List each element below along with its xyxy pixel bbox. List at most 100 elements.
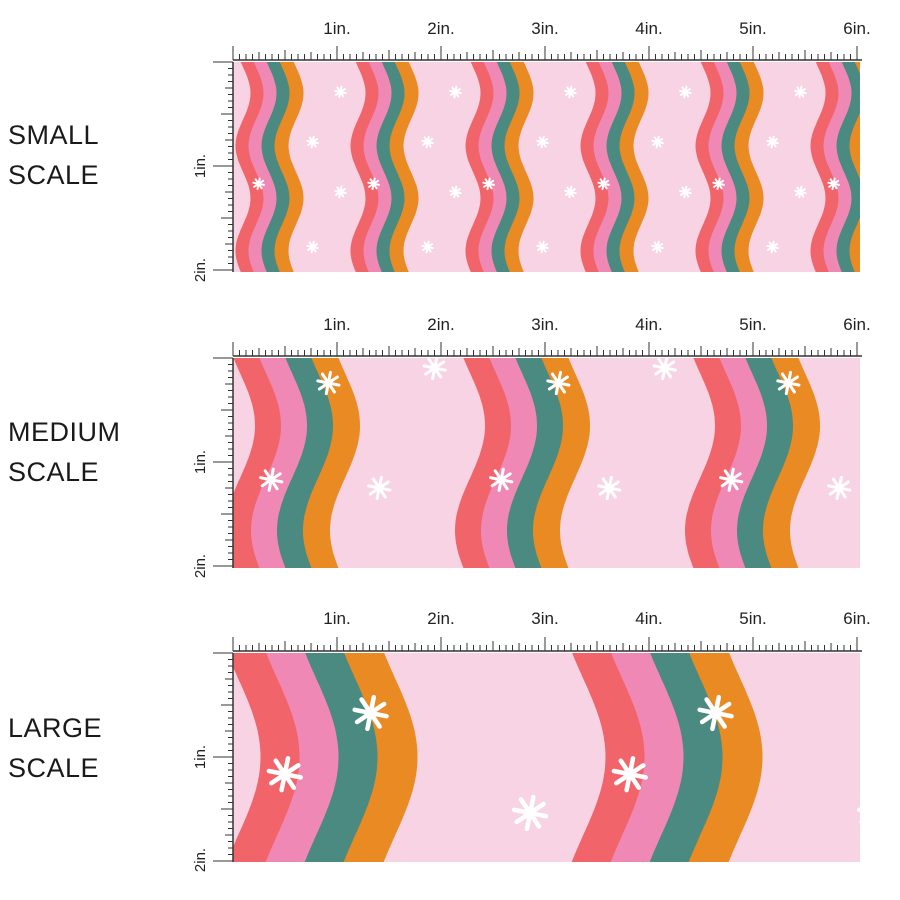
coral-stripe — [571, 653, 646, 862]
teal-stripe — [606, 62, 636, 272]
scale-label-small: SMALL SCALE — [8, 115, 99, 195]
ruler-vertical-label: 1in. — [192, 450, 209, 474]
rainbow-wave-group — [233, 358, 360, 568]
orange-stripe — [688, 653, 763, 862]
sparkle-star-icon — [712, 177, 725, 191]
sparkle-star-icon — [766, 240, 779, 254]
orange-stripe — [274, 62, 304, 272]
rainbow-wave-group — [455, 358, 590, 568]
pink-stripe — [248, 62, 278, 272]
ruler-vertical-label: 1in. — [192, 154, 209, 178]
ruler-tick-label: 2in. — [427, 609, 454, 628]
small-scale-section: SMALL SCALE 1in. 2in. 3in. 4in. 5in. 6in. 1in.… — [0, 0, 900, 300]
sparkle-star-icon — [536, 240, 549, 254]
ruler: 1in. 2in. 3in. 4in. 5in. 6in. 1in. 2in. — [192, 315, 871, 578]
rainbow-wave-group — [580, 62, 649, 272]
teal-stripe — [737, 358, 794, 568]
coral-stripe — [350, 62, 380, 272]
pink-stripe — [711, 358, 768, 568]
scale-label-large-line2: SCALE — [8, 753, 100, 783]
sparkle-star-icon — [482, 177, 495, 191]
sparkle-star-icon — [827, 177, 840, 191]
pink-stripe — [823, 62, 853, 272]
sparkle-star-icon — [827, 475, 852, 501]
ruler-tick-label: 3in. — [531, 315, 558, 334]
rainbow-wave-group — [685, 358, 820, 568]
sparkle-star-icon — [536, 135, 549, 149]
sparkle-star-icon — [421, 135, 434, 149]
sparkle-star-icon — [266, 756, 303, 793]
sparkle-star-icon — [422, 358, 447, 381]
coral-stripe — [685, 358, 742, 568]
teal-stripe — [649, 653, 724, 862]
rainbow-wave-group — [571, 653, 763, 862]
scale-label-medium-line2: SCALE — [8, 457, 100, 487]
pink-stripe — [251, 358, 308, 568]
ruler-tick-label: 3in. — [531, 609, 558, 628]
ruler: 1in. 2in. 3in. 4in. 5in. 6in. 1in. 2in. — [192, 19, 871, 282]
rainbow-wave-group — [695, 62, 764, 272]
medium-scale-section: MEDIUM SCALE 1in. 2in. 3in. 4in. 5in. 6in. 1in… — [8, 315, 871, 578]
orange-stripe — [343, 653, 418, 862]
pink-stripe — [265, 653, 340, 862]
scale-label-medium: MEDIUM SCALE — [8, 412, 121, 492]
sparkle-star-icon — [252, 177, 265, 191]
scale-label-medium-line1: MEDIUM — [8, 417, 121, 447]
ruler-tick-label: 6in. — [843, 609, 870, 628]
sparkle-star-icon — [766, 135, 779, 149]
pink-stripe — [478, 62, 508, 272]
orange-stripe — [849, 62, 860, 272]
sparkle-star-icon — [679, 85, 692, 99]
teal-stripe — [304, 653, 379, 862]
sparkle-star-icon — [546, 370, 571, 396]
sparkle-star-icon — [489, 467, 514, 492]
sparkle-star-icon — [651, 240, 664, 254]
coral-stripe — [695, 62, 725, 272]
ruler-tick-label: 5in. — [739, 315, 766, 334]
sparkle-star-icon — [367, 177, 380, 191]
teal-stripe — [507, 358, 564, 568]
scale-label-small-line2: SCALE — [8, 160, 100, 190]
rainbow-wave-group — [233, 653, 418, 862]
ruler-tick-label: 4in. — [635, 315, 662, 334]
sparkle-star-icon — [334, 85, 347, 99]
teal-stripe — [836, 62, 860, 272]
ruler-vertical-label: 2in. — [192, 258, 209, 282]
sparkle-star-icon — [306, 135, 319, 149]
sparkle-star-icon — [794, 185, 807, 199]
orange-stripe — [303, 358, 360, 568]
sparkle-star-icon — [794, 85, 807, 99]
sparkle-star-icon — [564, 185, 577, 199]
pink-stripe — [481, 358, 538, 568]
small-fabric-swatch: 1in. 2in. 3in. 4in. 5in. 6in. 1in. 2in. — [192, 19, 871, 282]
coral-stripe — [465, 62, 495, 272]
ruler-tick-label: 4in. — [635, 609, 662, 628]
fabric-pattern — [233, 358, 860, 568]
ruler-tick-label: 6in. — [843, 19, 870, 38]
pink-stripe — [363, 62, 393, 272]
sparkle-star-icon — [597, 177, 610, 191]
ruler-tick-label: 2in. — [427, 19, 454, 38]
sparkle-star-icon — [449, 85, 462, 99]
teal-stripe — [721, 62, 751, 272]
sparkle-star-icon — [697, 694, 734, 732]
rainbow-wave-group — [235, 62, 304, 272]
sparkle-star-icon — [652, 358, 677, 381]
sparkle-star-icon — [367, 475, 392, 501]
orange-stripe — [619, 62, 649, 272]
ruler-tick-label: 5in. — [739, 609, 766, 628]
orange-stripe — [389, 62, 419, 272]
pink-stripe — [708, 62, 738, 272]
ruler-tick-label: 2in. — [427, 315, 454, 334]
teal-stripe — [376, 62, 406, 272]
sparkle-star-icon — [611, 756, 648, 793]
ruler-tick-label: 6in. — [843, 315, 870, 334]
sparkle-star-icon — [259, 467, 284, 492]
ruler-tick-label: 4in. — [635, 19, 662, 38]
orange-stripe — [533, 358, 590, 568]
rainbow-wave-group — [810, 62, 860, 272]
ruler-vertical-label: 2in. — [192, 848, 209, 872]
sparkle-star-icon — [421, 240, 434, 254]
